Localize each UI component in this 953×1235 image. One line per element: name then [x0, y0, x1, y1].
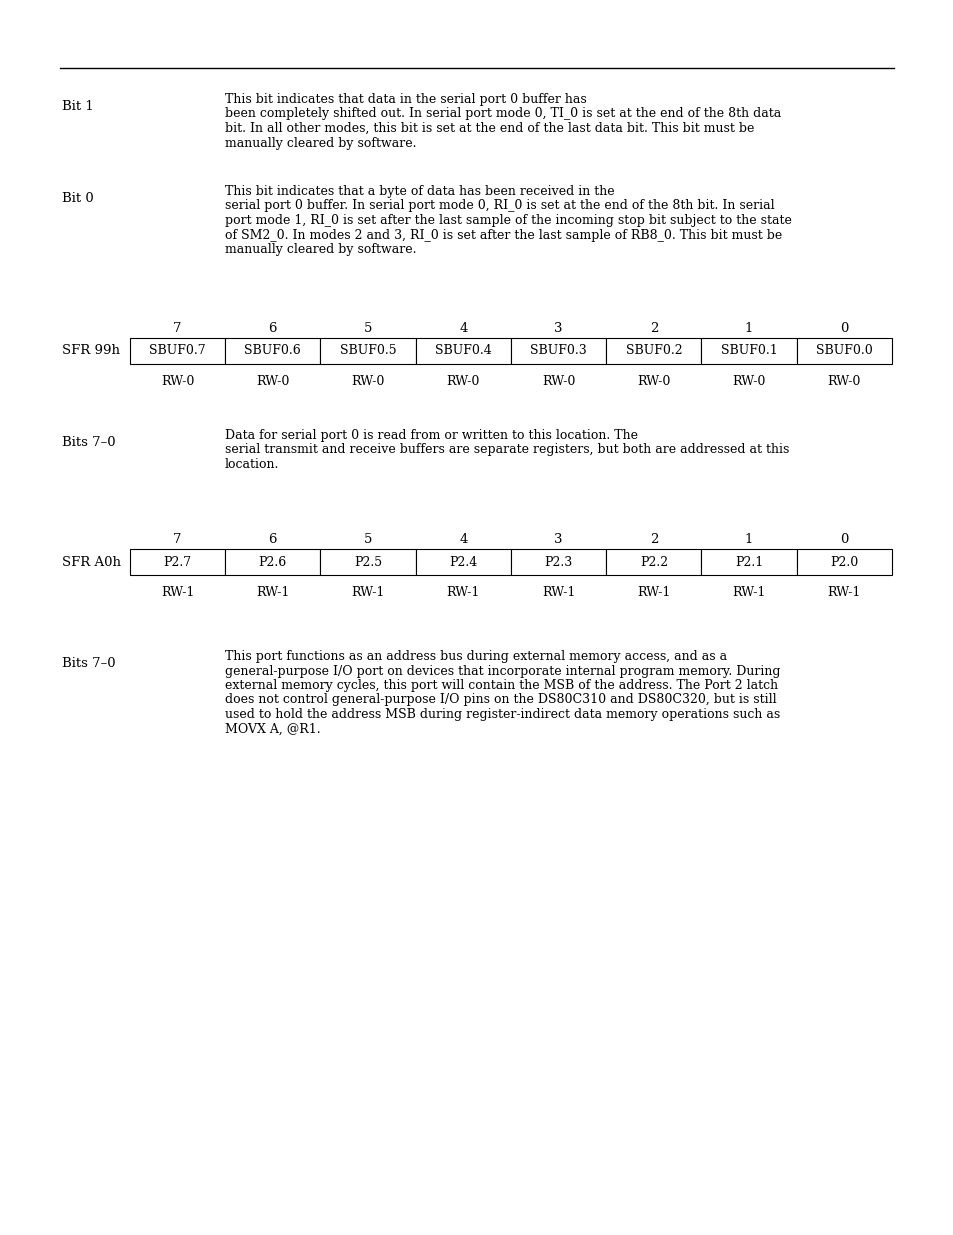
Text: RW-0: RW-0	[256, 375, 290, 388]
Text: port mode 1, RI_0 is set after the last sample of the incoming stop bit subject : port mode 1, RI_0 is set after the last …	[225, 214, 791, 227]
Text: serial transmit and receive buffers are separate registers, but both are address: serial transmit and receive buffers are …	[225, 443, 788, 457]
Text: P2.6: P2.6	[258, 556, 287, 568]
Text: 6: 6	[269, 534, 276, 546]
Text: RW-1: RW-1	[637, 585, 670, 599]
Text: SBUF0.2: SBUF0.2	[625, 345, 681, 357]
Text: P2.2: P2.2	[639, 556, 667, 568]
Text: 5: 5	[363, 322, 372, 335]
Bar	[605, 338, 700, 364]
Text: serial port 0 buffer. In serial port mode 0, RI_0 is set at the end of the 8th b: serial port 0 buffer. In serial port mod…	[225, 200, 774, 212]
Text: location.: location.	[225, 458, 279, 471]
Text: SBUF0.6: SBUF0.6	[244, 345, 301, 357]
Text: RW-0: RW-0	[732, 375, 765, 388]
Text: SBUF0.5: SBUF0.5	[339, 345, 396, 357]
Bar	[320, 338, 416, 364]
Text: RW-1: RW-1	[256, 585, 290, 599]
Text: 7: 7	[173, 322, 182, 335]
Bar	[700, 550, 796, 576]
Text: 0: 0	[840, 534, 847, 546]
Bar	[130, 338, 225, 364]
Bar	[700, 338, 796, 364]
Text: SBUF0.3: SBUF0.3	[530, 345, 586, 357]
Text: This bit indicates that a byte of data has been received in the: This bit indicates that a byte of data h…	[225, 185, 614, 198]
Text: RW-0: RW-0	[637, 375, 670, 388]
Text: manually cleared by software.: manually cleared by software.	[225, 243, 416, 256]
Text: bit. In all other modes, this bit is set at the end of the last data bit. This b: bit. In all other modes, this bit is set…	[225, 122, 754, 135]
Text: SBUF0.7: SBUF0.7	[150, 345, 206, 357]
Text: manually cleared by software.: manually cleared by software.	[225, 137, 416, 149]
Text: RW-1: RW-1	[161, 585, 194, 599]
Bar	[130, 550, 225, 576]
Text: 1: 1	[744, 534, 753, 546]
Text: RW-1: RW-1	[446, 585, 479, 599]
Text: RW-0: RW-0	[161, 375, 194, 388]
Bar	[796, 550, 891, 576]
Text: Bit 0: Bit 0	[62, 191, 93, 205]
Text: 3: 3	[554, 322, 562, 335]
Bar	[605, 550, 700, 576]
Text: 2: 2	[649, 534, 658, 546]
Text: This port functions as an address bus during external memory access, and as a: This port functions as an address bus du…	[225, 650, 726, 663]
Text: P2.7: P2.7	[163, 556, 192, 568]
Text: Bits 7–0: Bits 7–0	[62, 436, 115, 450]
Text: RW-0: RW-0	[446, 375, 479, 388]
Text: This bit indicates that data in the serial port 0 buffer has: This bit indicates that data in the seri…	[225, 93, 586, 106]
Text: RW-1: RW-1	[541, 585, 575, 599]
Bar	[796, 338, 891, 364]
Bar	[225, 338, 320, 364]
Text: general-purpose I/O port on devices that incorporate internal program memory. Du: general-purpose I/O port on devices that…	[225, 664, 780, 678]
Text: RW-1: RW-1	[827, 585, 861, 599]
Bar	[320, 550, 416, 576]
Text: 7: 7	[173, 534, 182, 546]
Text: 1: 1	[744, 322, 753, 335]
Text: SBUF0.1: SBUF0.1	[720, 345, 777, 357]
Bar	[416, 550, 511, 576]
Text: 4: 4	[458, 322, 467, 335]
Text: 6: 6	[269, 322, 276, 335]
Bar	[225, 550, 320, 576]
Bar	[416, 338, 511, 364]
Text: RW-0: RW-0	[351, 375, 384, 388]
Text: SFR A0h: SFR A0h	[62, 556, 121, 568]
Text: P2.4: P2.4	[449, 556, 477, 568]
Text: RW-0: RW-0	[827, 375, 861, 388]
Text: RW-1: RW-1	[732, 585, 765, 599]
Text: P2.3: P2.3	[544, 556, 572, 568]
Text: Bits 7–0: Bits 7–0	[62, 657, 115, 671]
Text: Bit 1: Bit 1	[62, 100, 93, 112]
Text: 4: 4	[458, 534, 467, 546]
Bar	[511, 338, 605, 364]
Text: 0: 0	[840, 322, 847, 335]
Text: RW-0: RW-0	[541, 375, 575, 388]
Text: P2.0: P2.0	[829, 556, 858, 568]
Text: SBUF0.0: SBUF0.0	[815, 345, 872, 357]
Text: used to hold the address MSB during register-indirect data memory operations suc: used to hold the address MSB during regi…	[225, 708, 780, 721]
Bar	[511, 550, 605, 576]
Text: 3: 3	[554, 534, 562, 546]
Text: SBUF0.4: SBUF0.4	[435, 345, 491, 357]
Text: 5: 5	[363, 534, 372, 546]
Text: external memory cycles, this port will contain the MSB of the address. The Port : external memory cycles, this port will c…	[225, 679, 778, 692]
Text: of SM2_0. In modes 2 and 3, RI_0 is set after the last sample of RB8_0. This bit: of SM2_0. In modes 2 and 3, RI_0 is set …	[225, 228, 781, 242]
Text: MOVX A, @R1.: MOVX A, @R1.	[225, 722, 320, 736]
Text: Data for serial port 0 is read from or written to this location. The: Data for serial port 0 is read from or w…	[225, 429, 638, 442]
Text: SFR 99h: SFR 99h	[62, 345, 120, 357]
Text: 2: 2	[649, 322, 658, 335]
Text: P2.5: P2.5	[354, 556, 382, 568]
Text: RW-1: RW-1	[351, 585, 384, 599]
Text: been completely shifted out. In serial port mode 0, TI_0 is set at the end of th: been completely shifted out. In serial p…	[225, 107, 781, 121]
Text: does not control general-purpose I/O pins on the DS80C310 and DS80C320, but is s: does not control general-purpose I/O pin…	[225, 694, 776, 706]
Text: P2.1: P2.1	[734, 556, 762, 568]
